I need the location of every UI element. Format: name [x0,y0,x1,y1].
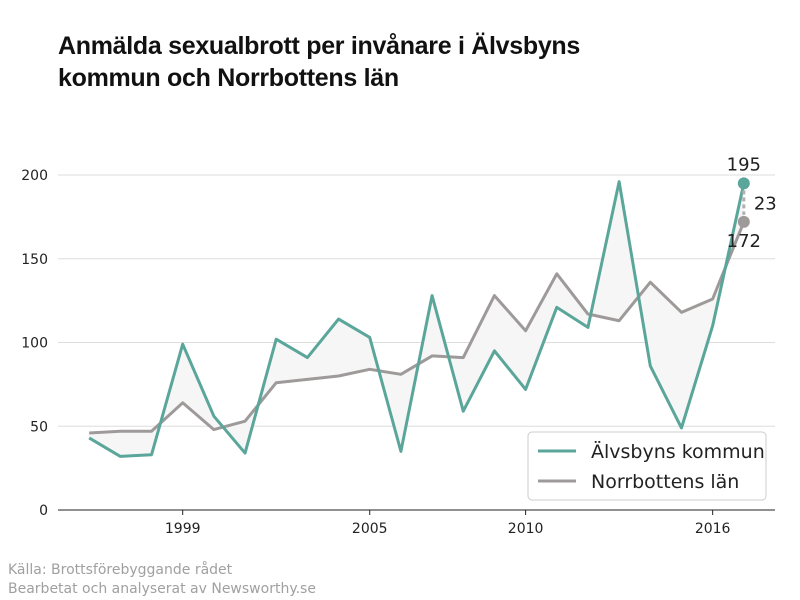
legend-label-norrbotten: Norrbottens län [591,471,739,493]
series-line-alvsbyn [88,180,746,458]
y-tick-label-150: 150 [21,252,48,268]
series-line-norrbotten [89,221,746,435]
y-tick-label-200: 200 [21,168,48,184]
source-line-2: Bearbetat och analyserat av Newsworthy.s… [8,581,316,597]
chart-title-line-2: kommun och Norrbottens län [58,64,399,92]
difference-label: 23 [754,194,777,215]
source-note: Källa: Brottsförebyggande rådet Bearbeta… [8,561,316,599]
y-tick-label-50: 50 [30,419,48,435]
chart-title-line-1: Anmälda sexualbrott per invånare i Älvsb… [58,32,581,60]
source-line-1: Källa: Brottsförebyggande rådet [8,562,233,578]
end-label-alvsbyn: 195 [727,154,761,175]
end-point-norrbotten [737,215,750,228]
x-tick-label-2010: 2010 [508,521,544,537]
legend-box [527,431,767,501]
end-point-alvsbyn [737,177,750,190]
legend-label-alvsbyn: Älvsbyns kommun [591,440,765,463]
y-tick-label-0: 0 [39,503,48,519]
x-tick-label-2005: 2005 [352,521,388,537]
difference-area [89,181,744,457]
x-tick-label-1999: 1999 [165,521,201,537]
x-tick-label-2016: 2016 [695,521,731,537]
end-label-norrbotten: 172 [727,231,761,252]
chart-title: Anmälda sexualbrott per invånare i Älvsb… [58,30,580,94]
y-tick-label-100: 100 [21,336,48,352]
